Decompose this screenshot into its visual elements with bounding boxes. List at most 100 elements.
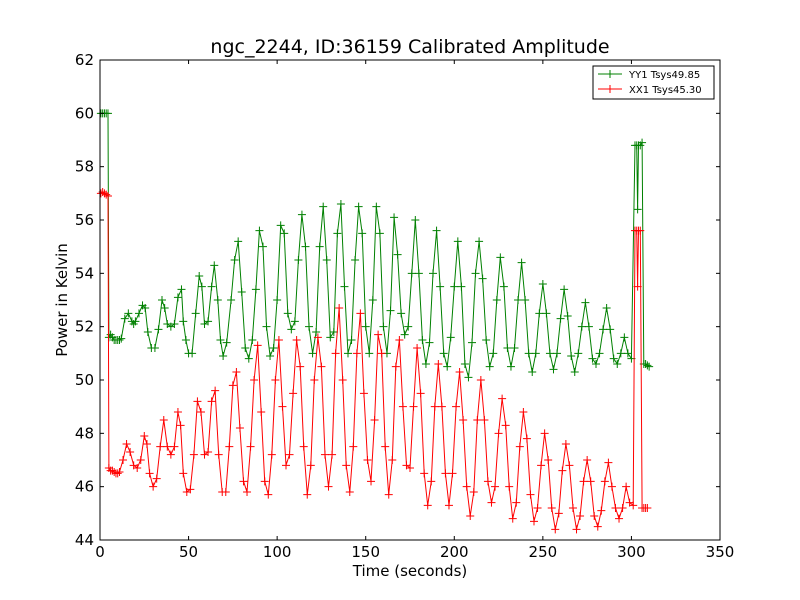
data-point	[482, 336, 491, 344]
data-point	[528, 368, 537, 376]
data-point	[232, 368, 241, 376]
data-point	[636, 226, 645, 235]
data-point	[469, 488, 478, 496]
data-point	[159, 416, 168, 424]
data-point	[473, 416, 482, 424]
data-point	[416, 389, 425, 398]
y-tick-label: 54	[75, 264, 94, 282]
data-point	[197, 282, 206, 291]
data-point	[345, 488, 354, 496]
data-point	[120, 314, 129, 323]
data-point	[485, 362, 494, 371]
data-point	[622, 482, 631, 491]
data-point	[384, 490, 393, 499]
data-point	[501, 421, 510, 430]
data-point	[487, 498, 496, 507]
data-point	[526, 490, 535, 499]
data-point	[450, 282, 459, 291]
data-point	[134, 309, 143, 318]
y-tick-label: 58	[75, 158, 94, 176]
data-point	[645, 362, 654, 371]
data-point	[554, 509, 563, 518]
y-tick-label: 48	[75, 424, 94, 442]
data-point	[429, 269, 438, 278]
data-point	[124, 309, 133, 318]
data-point	[347, 336, 356, 344]
series-yy1	[96, 109, 654, 382]
data-point	[391, 362, 400, 371]
plot-frame	[99, 59, 721, 541]
data-point	[278, 402, 287, 411]
data-point	[163, 442, 172, 451]
data-point	[457, 282, 466, 291]
data-point	[290, 317, 299, 326]
data-point	[443, 362, 452, 371]
data-point	[267, 450, 276, 459]
data-point	[193, 397, 202, 406]
data-point	[498, 394, 507, 403]
data-point	[572, 525, 581, 534]
data-point	[333, 229, 342, 238]
data-point	[565, 461, 574, 470]
data-point	[439, 349, 448, 358]
x-tick-label: 150	[351, 543, 380, 561]
data-point	[577, 322, 586, 331]
data-point	[287, 325, 296, 334]
data-point	[102, 190, 111, 199]
data-point	[459, 416, 468, 424]
data-point	[606, 325, 615, 334]
data-point	[508, 514, 517, 523]
data-point	[579, 477, 588, 486]
data-point	[363, 456, 372, 464]
data-point	[326, 333, 335, 342]
data-point	[227, 296, 236, 304]
data-point	[306, 461, 315, 470]
data-point	[149, 482, 158, 491]
data-point	[195, 272, 204, 280]
data-point	[375, 229, 384, 238]
data-point	[173, 293, 182, 302]
data-point	[115, 336, 124, 344]
legend-swatch-marker	[606, 70, 614, 78]
data-point	[567, 352, 576, 360]
chart-title: ngc_2244, ID:36159 Calibrated Amplitude	[210, 36, 609, 58]
data-point	[592, 360, 600, 368]
data-point	[599, 325, 608, 334]
data-point	[126, 448, 135, 456]
data-point	[519, 408, 528, 416]
data-point	[446, 333, 455, 342]
y-tick-label: 46	[75, 478, 94, 496]
data-point	[551, 525, 560, 534]
data-point	[335, 304, 344, 312]
data-point	[544, 456, 553, 464]
data-point	[476, 376, 485, 384]
data-point	[351, 256, 360, 264]
data-point	[230, 256, 239, 264]
data-point	[460, 360, 469, 368]
series-xx1	[96, 188, 652, 534]
data-point	[340, 282, 349, 291]
data-point	[643, 361, 652, 370]
data-point	[427, 477, 436, 486]
data-point	[359, 389, 368, 398]
data-point	[342, 461, 351, 470]
data-point	[136, 456, 145, 464]
data-point	[133, 464, 142, 472]
data-point	[483, 477, 492, 486]
data-point	[358, 229, 367, 238]
data-point	[506, 362, 515, 371]
data-point	[188, 349, 197, 358]
data-point	[558, 466, 567, 475]
data-point	[453, 237, 462, 246]
data-point	[282, 461, 290, 470]
data-point	[620, 333, 629, 342]
data-point	[276, 221, 285, 230]
data-point	[444, 501, 453, 510]
data-point	[221, 488, 230, 496]
data-point	[368, 296, 377, 304]
data-point	[271, 376, 280, 384]
data-point	[204, 448, 213, 456]
data-point	[143, 328, 152, 336]
data-point	[170, 320, 179, 328]
